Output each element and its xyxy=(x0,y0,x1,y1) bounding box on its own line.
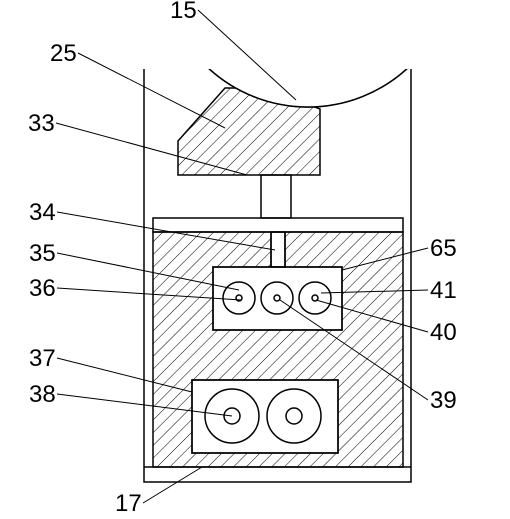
part-label: 38 xyxy=(29,381,56,408)
plate xyxy=(153,218,403,232)
upper-roller-hub xyxy=(274,295,280,301)
part-label: 65 xyxy=(430,235,457,262)
lower-cavity xyxy=(192,380,338,453)
upper-roller xyxy=(261,282,293,314)
part-label: 35 xyxy=(29,240,56,267)
leader-line xyxy=(78,53,225,128)
upper-stem xyxy=(261,175,291,218)
part-label: 15 xyxy=(170,0,197,24)
upper-cavity xyxy=(213,267,342,330)
upper-roller xyxy=(223,282,255,314)
lower-roller xyxy=(267,389,321,443)
part-label: 33 xyxy=(28,110,55,137)
diagram-canvas: 25 15 33 34 65 35 41 36 40 37 38 39 17 xyxy=(0,0,510,519)
part-label: 36 xyxy=(29,275,56,302)
part-label: 41 xyxy=(430,277,457,304)
part-label: 17 xyxy=(115,490,142,517)
mechanical-drawing xyxy=(144,0,455,482)
part-label: 34 xyxy=(29,199,56,226)
upper-roller xyxy=(299,282,331,314)
lower-roller-hub xyxy=(286,408,302,424)
part-label: 25 xyxy=(50,40,77,67)
part-label: 37 xyxy=(29,345,56,372)
part-label: 40 xyxy=(430,319,457,346)
part-label: 39 xyxy=(430,387,457,414)
leader-line xyxy=(143,467,202,503)
